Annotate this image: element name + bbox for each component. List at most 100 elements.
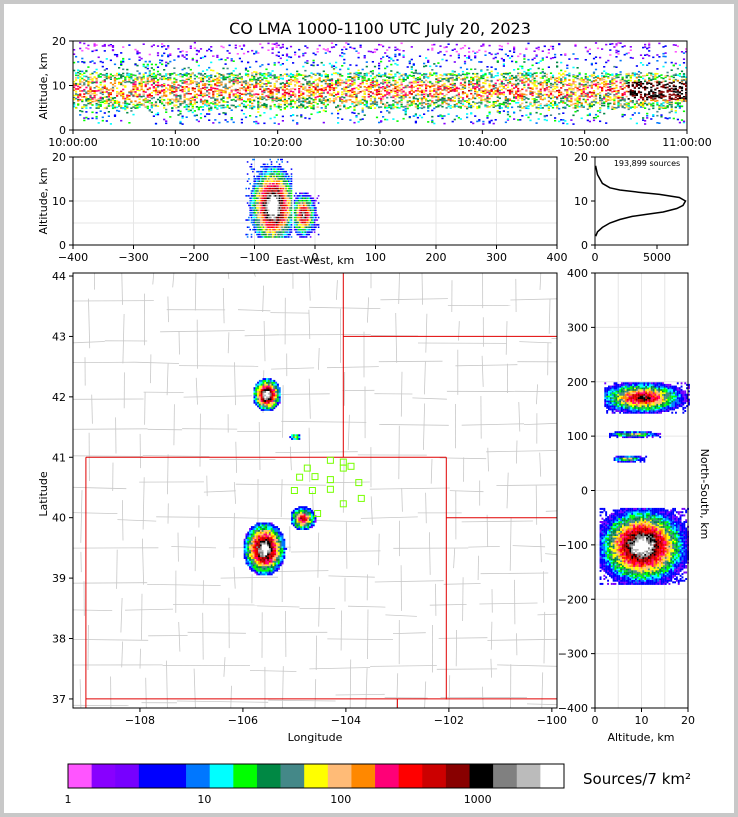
time-height-source-cell [539, 90, 542, 92]
time-height-source-cell [480, 77, 483, 80]
time-height-source-cell [609, 43, 612, 45]
time-height-source-cell [101, 65, 104, 68]
time-height-source-cell [267, 63, 270, 66]
time-height-source-cell [517, 82, 520, 85]
time-height-source-cell [238, 98, 241, 101]
time-height-source-cell [574, 102, 577, 105]
time-height-source-cell [335, 97, 338, 99]
time-height-source-cell [380, 44, 383, 46]
time-height-source-cell [298, 74, 301, 76]
time-height-source-cell [429, 74, 432, 77]
time-height-source-cell [562, 97, 565, 99]
time-height-source-cell [494, 101, 497, 103]
time-height-source-cell [547, 86, 550, 88]
time-height-source-cell [304, 45, 307, 47]
time-height-source-cell [349, 46, 352, 49]
time-height-source-cell [429, 105, 432, 107]
time-height-source-cell [461, 88, 465, 90]
time-height-source-cell [126, 95, 129, 97]
time-height-source-cell [93, 49, 96, 52]
time-height-source-cell [574, 91, 577, 94]
time-height-source-cell [380, 75, 383, 78]
time-height-source-cell [107, 105, 110, 107]
time-height-source-cell [249, 83, 252, 86]
time-height-source-cell [492, 57, 495, 60]
time-height-source-cell [107, 102, 110, 105]
time-height-source-cell [132, 81, 135, 84]
time-height-source-cell [318, 74, 321, 76]
time-height-source-cell [103, 91, 106, 93]
time-height-source-cell [603, 96, 606, 98]
time-height-source-cell [353, 92, 356, 94]
time-height-source-cell [355, 71, 358, 74]
time-height-source-cell [445, 46, 448, 48]
time-height-source-cell [330, 64, 334, 67]
time-height-source-cell [369, 97, 372, 100]
time-height-source-cell [529, 101, 532, 104]
time-height-source-cell [521, 67, 524, 70]
time-height-source-cell [468, 72, 471, 75]
time-height-source-cell [564, 107, 567, 109]
time-height-source-cell [539, 72, 542, 74]
time-height-source-cell [523, 61, 526, 63]
time-height-source-cell [357, 74, 360, 76]
time-height-source-cell [148, 88, 151, 90]
time-height-source-cell [304, 52, 307, 54]
time-height-source-cell [337, 80, 340, 83]
time-height-source-cell [420, 99, 424, 101]
time-height-source-cell [619, 103, 622, 106]
time-height-source-cell [341, 75, 344, 77]
time-height-source-cell [423, 113, 426, 115]
time-height-source-cell [187, 108, 190, 111]
time-height-source-cell [181, 68, 184, 71]
time-height-source-cell [330, 84, 334, 86]
time-height-source-cell [171, 73, 174, 75]
time-height-source-cell [570, 93, 573, 96]
time-height-source-cell [463, 86, 467, 88]
time-height-source-cell [416, 99, 419, 102]
time-height-source-cell [515, 60, 518, 63]
time-height-source-cell [504, 102, 507, 105]
time-height-source-cell [341, 52, 344, 54]
time-height-source-cell [279, 77, 282, 80]
time-height-source-cell [116, 74, 119, 77]
time-height-source-cell [273, 43, 276, 45]
time-height-source-cell [392, 87, 395, 90]
time-height-source-cell [298, 91, 301, 94]
time-height-source-cell [318, 88, 321, 91]
time-height-source-cell [459, 100, 462, 102]
time-height-source-cell [343, 52, 346, 55]
time-height-source-cell [607, 94, 610, 97]
time-height-source-cell [177, 48, 180, 50]
time-height-source-cell [388, 112, 391, 114]
time-height-source-cell [159, 91, 162, 94]
time-height-source-cell [140, 78, 143, 81]
time-height-source-cell [607, 83, 610, 85]
time-height-source-cell [75, 93, 78, 95]
time-height-source-cell [251, 83, 254, 86]
time-height-source-cell [504, 79, 507, 82]
time-height-source-cell [228, 94, 231, 96]
time-height-source-cell [613, 46, 616, 48]
time-height-source-cell [339, 82, 342, 84]
time-height-source-cell [244, 69, 248, 71]
time-height-source-cell [199, 94, 203, 97]
time-height-source-cell [314, 87, 317, 89]
time-height-source-cell [341, 102, 344, 104]
time-height-source-cell [599, 107, 602, 110]
time-height-source-cell [279, 108, 282, 111]
time-height-source-cell [134, 91, 137, 93]
time-height-source-cell [480, 102, 483, 105]
time-height-source-cell [204, 83, 207, 85]
time-height-source-cell [283, 98, 286, 101]
time-height-source-cell [109, 78, 112, 80]
time-height-source-cell [494, 82, 497, 85]
time-height-source-cell [179, 112, 182, 115]
time-height-source-cell [394, 87, 397, 90]
time-height-source-cell [175, 90, 178, 93]
time-height-source-cell [568, 105, 571, 107]
time-height-source-cell [484, 90, 487, 93]
time-height-source-cell [613, 87, 616, 90]
time-height-source-cell [79, 80, 82, 82]
time-height-source-cell [253, 121, 256, 123]
